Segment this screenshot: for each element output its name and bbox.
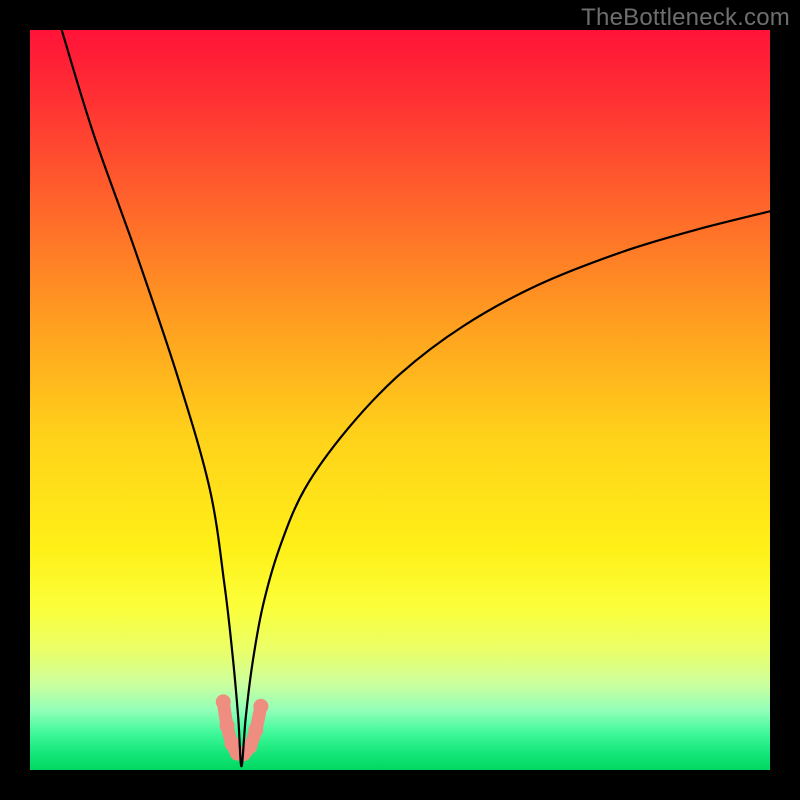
plot-area	[30, 30, 770, 770]
optimal-range-dot	[253, 699, 268, 714]
optimal-range-dot	[220, 718, 235, 733]
chart-root: TheBottleneck.com	[0, 0, 800, 800]
attribution-text: TheBottleneck.com	[581, 4, 790, 32]
gradient-background	[30, 30, 770, 770]
chart-svg	[30, 30, 770, 770]
optimal-range-dot	[248, 723, 263, 738]
optimal-range-dot	[216, 694, 231, 709]
